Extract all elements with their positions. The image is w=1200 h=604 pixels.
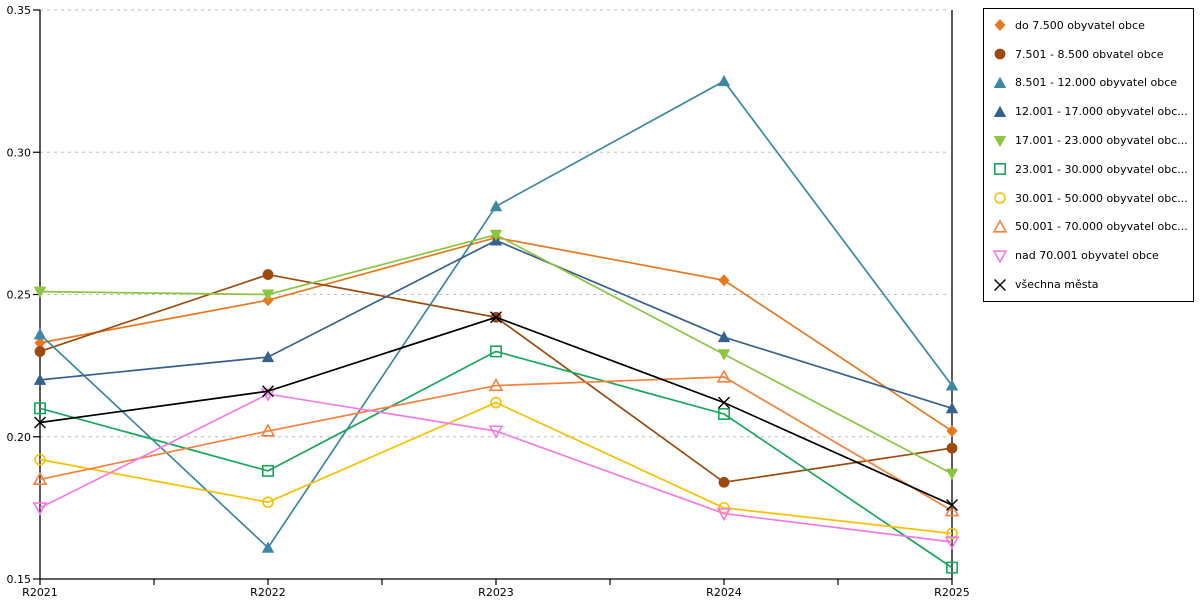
diamond-icon [994,19,1006,32]
x-axis-tick-label: R2021 [22,586,58,599]
triangle-down-icon [993,135,1007,147]
y-axis-tick-label: 0.15 [7,573,32,586]
x-axis-tick-label: R2024 [706,586,742,599]
legend-item-label: 12.001 - 17.000 obyvatel obc... [1015,105,1188,119]
legend-item-label: 30.001 - 50.000 obyvatel obc... [1015,191,1188,205]
y-axis-tick-label: 0.20 [7,431,32,444]
legend-item: 12.001 - 17.000 obyvatel obc... [992,98,1189,125]
legend: do 7.500 obyvatel obce 7.501 - 8.500 obv… [983,8,1194,302]
triangle-up-open-icon [992,219,1008,233]
series-3 [33,234,959,414]
legend-item-label: nad 70.001 obyvatel obce [1015,249,1159,263]
triangle-up-icon [993,105,1007,117]
x-axis-tick-label: R2023 [478,586,514,599]
series-5 [33,345,958,574]
legend-item: 30.001 - 50.000 obyvatel obc... [992,185,1189,212]
circle-open-icon [994,192,1006,204]
legend-item: 17.001 - 23.000 obyvatel obc... [992,127,1189,154]
legend-item-label: 7.501 - 8.500 obvatel obce [1015,47,1164,61]
y-axis-tick-label: 0.30 [7,146,32,159]
series-8 [32,388,960,550]
legend-item-label: 50.001 - 70.000 obyvatel obc... [1015,220,1188,234]
series-2 [33,74,959,553]
triangle-up-icon [993,76,1007,88]
legend-item-label: do 7.500 obyvatel obce [1015,18,1145,32]
square-open-icon [993,163,1006,176]
circle-icon [994,48,1006,60]
series-9 [34,311,958,512]
legend-item-label: 8.501 - 12.000 obyvatel obce [1015,76,1178,90]
legend-item-label: všechna města [1015,278,1099,292]
legend-item: 8.501 - 12.000 obyvatel obce [992,69,1189,96]
legend-item: nad 70.001 obyvatel obce [992,242,1189,269]
x-axis-tick-label: R2022 [250,586,286,599]
series-0 [34,231,958,438]
y-axis-tick-label: 0.35 [7,4,32,17]
x-axis-tick-label: R2025 [934,586,970,599]
legend-item-label: 17.001 - 23.000 obyvatel obc... [1015,134,1188,148]
y-axis-tick-label: 0.25 [7,289,32,302]
x-icon [994,278,1006,291]
legend-item: všechna města [992,271,1189,298]
triangle-down-open-icon [992,250,1008,264]
legend-item-label: 23.001 - 30.000 obyvatel obc... [1015,162,1188,176]
series-7 [32,369,960,517]
legend-item: 23.001 - 30.000 obyvatel obc... [992,156,1189,183]
series-4 [33,229,959,480]
legend-item: 50.001 - 70.000 obyvatel obc... [992,213,1189,240]
legend-item: 7.501 - 8.500 obvatel obce [992,41,1189,68]
legend-item: do 7.500 obyvatel obce [992,12,1189,39]
